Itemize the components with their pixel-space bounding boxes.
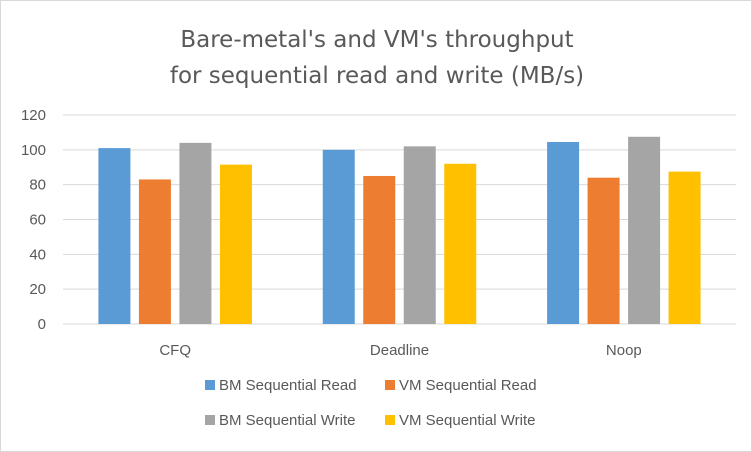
legend: BM Sequential Read VM Sequential Read BM S…	[205, 377, 537, 429]
bar-deadline-series-0	[322, 149, 355, 324]
y-tick-label: 20	[29, 281, 46, 298]
bar-noop-series-2	[628, 136, 661, 324]
legend-swatch	[385, 415, 395, 425]
chart-title-line-1: Bare-metal's and VM's throughput	[180, 27, 573, 53]
bar-noop-series-0	[547, 141, 580, 324]
legend-swatch	[205, 380, 215, 390]
y-tick-label: 0	[38, 316, 46, 333]
legend-label: BM Sequential Write	[219, 412, 355, 429]
y-tick-label: 120	[21, 107, 46, 124]
legend-label: BM Sequential Read	[219, 377, 357, 394]
chart-title-line-2: for sequential read and write (MB/s)	[170, 63, 584, 89]
x-tick-label: CFQ	[159, 342, 191, 359]
bar-cfq-series-3	[219, 164, 252, 324]
x-tick-label: Deadline	[370, 342, 429, 359]
x-tick-label: Noop	[606, 342, 642, 359]
gridlines	[63, 114, 736, 325]
y-tick-label: 60	[29, 212, 46, 229]
legend-swatch	[205, 415, 215, 425]
y-axis-ticks: 0 20 40 60 80 100 120	[21, 107, 46, 333]
legend-swatch	[385, 380, 395, 390]
bar-noop-series-3	[668, 171, 701, 324]
bar-cfq-series-2	[179, 142, 212, 324]
legend-label: VM Sequential Read	[399, 377, 537, 394]
y-tick-label: 40	[29, 246, 46, 263]
bars	[98, 136, 701, 324]
bar-deadline-series-3	[444, 163, 477, 324]
bar-cfq-series-0	[98, 148, 131, 324]
bar-deadline-series-1	[363, 175, 396, 324]
bar-cfq-series-1	[138, 179, 171, 324]
y-tick-label: 80	[29, 177, 46, 194]
bar-noop-series-1	[587, 177, 620, 324]
bar-deadline-series-2	[403, 146, 436, 324]
legend-label: VM Sequential Write	[399, 412, 535, 429]
x-axis-ticks: CFQ Deadline Noop	[159, 342, 641, 359]
y-tick-label: 100	[21, 142, 46, 159]
